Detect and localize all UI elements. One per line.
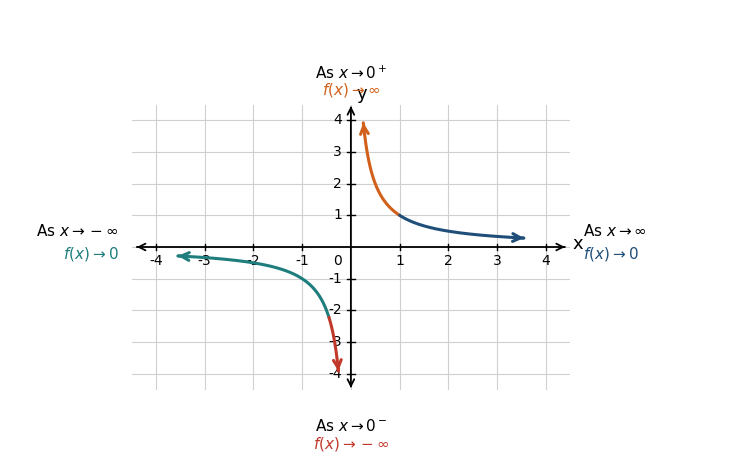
- Text: -2: -2: [246, 254, 260, 268]
- Text: 4: 4: [542, 254, 550, 268]
- Text: As $x \to 0^+$: As $x \to 0^+$: [314, 65, 387, 82]
- Text: $f(x) \to 0$: $f(x) \to 0$: [63, 245, 118, 263]
- Text: -4: -4: [149, 254, 163, 268]
- Text: 3: 3: [493, 254, 501, 268]
- Text: As $x \to 0^-$: As $x \to 0^-$: [314, 418, 387, 434]
- Text: -2: -2: [328, 304, 342, 317]
- Text: 3: 3: [333, 145, 342, 159]
- Text: 4: 4: [333, 114, 342, 127]
- Text: $f(x) \to -\infty$: $f(x) \to -\infty$: [313, 435, 389, 453]
- Text: x: x: [572, 236, 583, 254]
- Text: 0: 0: [333, 254, 342, 268]
- Text: 2: 2: [333, 177, 342, 190]
- Text: -1: -1: [328, 272, 342, 285]
- Text: y: y: [357, 85, 368, 103]
- Text: As $x \to \infty$: As $x \to \infty$: [583, 223, 648, 239]
- Text: 1: 1: [395, 254, 404, 268]
- Text: $f(x) \to 0$: $f(x) \to 0$: [583, 245, 639, 263]
- Text: -4: -4: [328, 367, 342, 380]
- Text: -3: -3: [198, 254, 211, 268]
- Text: 2: 2: [444, 254, 452, 268]
- Text: -1: -1: [295, 254, 309, 268]
- Text: As $x \to -\infty$: As $x \to -\infty$: [36, 223, 118, 239]
- Text: 1: 1: [333, 209, 342, 222]
- Text: -3: -3: [328, 335, 342, 349]
- Bar: [156, 120, 546, 374]
- Text: $f(x) \to \infty$: $f(x) \to \infty$: [322, 81, 380, 99]
